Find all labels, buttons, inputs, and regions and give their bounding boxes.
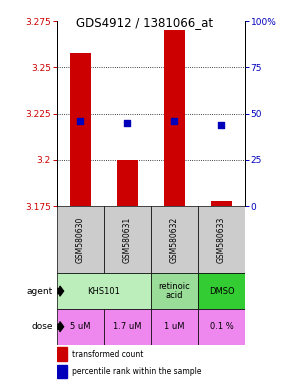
- Bar: [57, 365, 67, 378]
- Text: DMSO: DMSO: [209, 286, 234, 296]
- Bar: [104, 309, 151, 344]
- Bar: [57, 273, 151, 309]
- Bar: [198, 273, 245, 309]
- Point: [172, 118, 177, 124]
- Bar: [57, 348, 67, 361]
- Bar: [164, 30, 185, 206]
- Text: dose: dose: [31, 322, 53, 331]
- Text: agent: agent: [26, 286, 53, 296]
- Text: GSM580630: GSM580630: [76, 217, 85, 263]
- Bar: [198, 206, 245, 273]
- Point: [219, 122, 224, 128]
- Text: 1 uM: 1 uM: [164, 322, 185, 331]
- Text: KHS101: KHS101: [87, 286, 120, 296]
- Text: GSM580631: GSM580631: [123, 217, 132, 263]
- Text: GSM580633: GSM580633: [217, 217, 226, 263]
- Bar: [117, 160, 138, 206]
- Point: [78, 118, 82, 124]
- FancyArrow shape: [58, 322, 64, 332]
- Bar: [57, 309, 104, 344]
- Bar: [151, 206, 198, 273]
- Text: retinoic
acid: retinoic acid: [159, 282, 190, 300]
- Point: [125, 120, 130, 126]
- Text: percentile rank within the sample: percentile rank within the sample: [72, 367, 201, 376]
- FancyArrow shape: [58, 286, 64, 296]
- Text: transformed count: transformed count: [72, 350, 143, 359]
- Text: 1.7 uM: 1.7 uM: [113, 322, 142, 331]
- Bar: [151, 309, 198, 344]
- Bar: [198, 309, 245, 344]
- Bar: [104, 206, 151, 273]
- Bar: [57, 206, 104, 273]
- Text: GDS4912 / 1381066_at: GDS4912 / 1381066_at: [77, 16, 213, 29]
- Text: 0.1 %: 0.1 %: [210, 322, 233, 331]
- Text: 5 uM: 5 uM: [70, 322, 90, 331]
- Bar: [70, 53, 91, 206]
- Bar: [211, 201, 232, 206]
- Bar: [151, 273, 198, 309]
- Text: GSM580632: GSM580632: [170, 217, 179, 263]
